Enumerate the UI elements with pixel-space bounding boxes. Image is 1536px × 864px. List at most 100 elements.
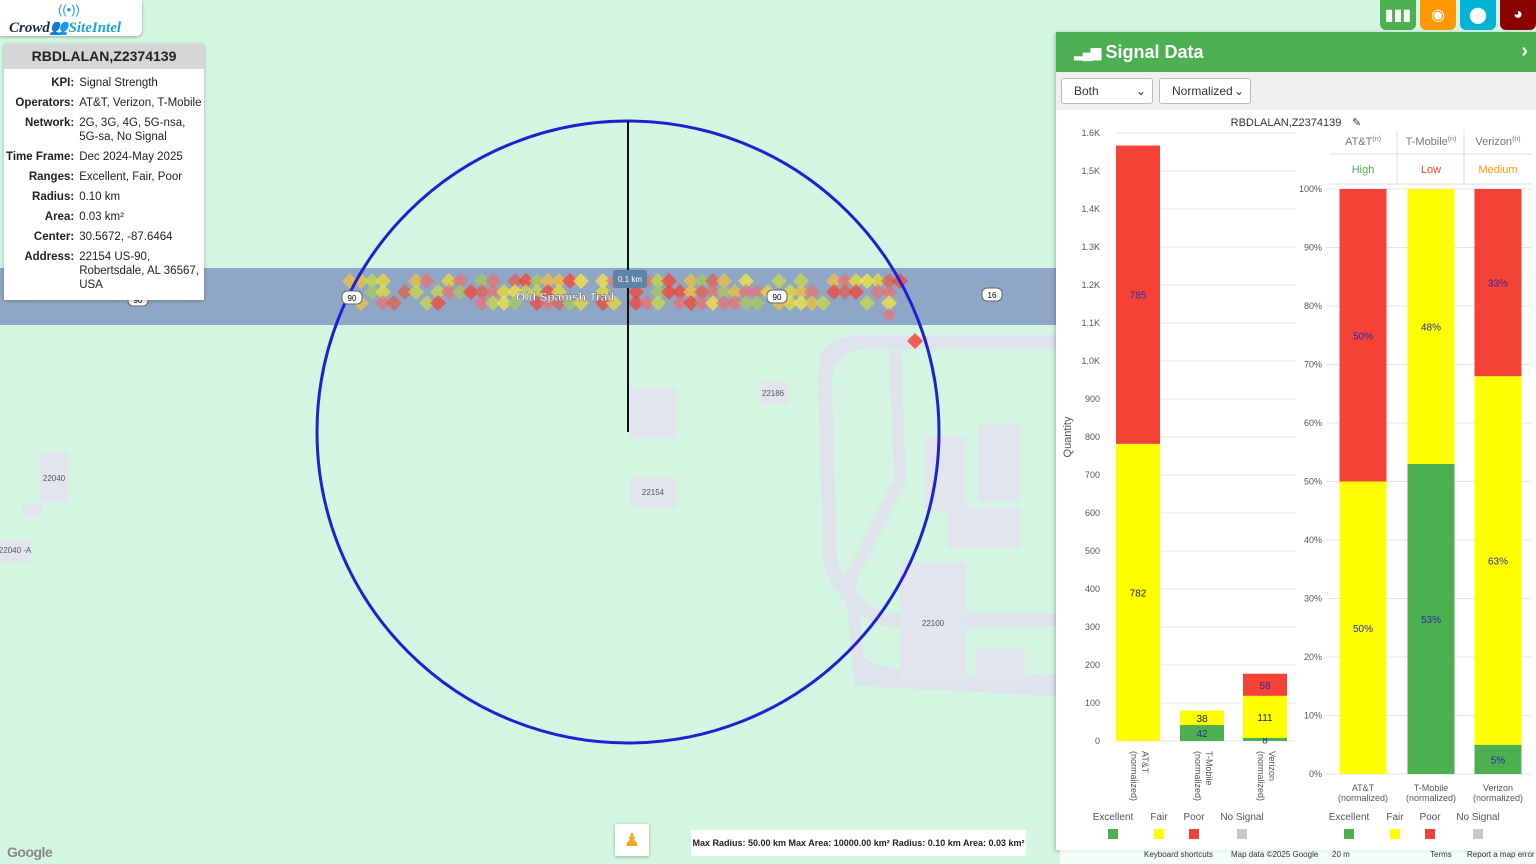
info-row-ranges: Ranges: Excellent, Fair, Poor [28, 171, 183, 183]
legend-label: Poor [1183, 812, 1205, 823]
signal-tile [595, 273, 611, 289]
legend-swatch [1425, 829, 1435, 839]
mode-select[interactable]: Both ⌄ [1061, 78, 1153, 104]
bar-value-label: 111 [1257, 713, 1273, 724]
site-info-table: KPI: Signal Strength Operators: AT&T, Veri… [4, 75, 204, 297]
signal-tile [507, 273, 523, 289]
info-row-center: Center: 30.5672, -87.6464 [33, 231, 173, 243]
signal-tile [540, 284, 556, 300]
signal-tile [419, 273, 435, 289]
bar-segment [1339, 189, 1387, 482]
collapse-panel-button[interactable]: › [1521, 40, 1528, 62]
address-label: 22040 -A [0, 546, 32, 555]
legend-label: Excellent [1093, 812, 1134, 823]
legend-label: No Signal [1220, 812, 1263, 823]
street-view-pegman[interactable]: ♟ [615, 824, 649, 856]
signal-tile [672, 284, 688, 300]
y-tick-label: 0% [1309, 769, 1322, 779]
y-tick-label: 100% [1299, 184, 1322, 194]
bar-value-label: 38 [1196, 714, 1208, 725]
signal-tile [452, 284, 468, 300]
signal-tile [375, 295, 391, 311]
scale-select[interactable]: Normalized ⌄ [1159, 78, 1251, 104]
location-button[interactable]: ⬤ [1460, 0, 1496, 30]
signal-tile [419, 295, 435, 311]
signal-tile [397, 284, 413, 300]
address-label: 22100 [922, 619, 945, 628]
signal-tile [551, 273, 567, 289]
signal-tile [738, 273, 754, 289]
signal-tile [694, 284, 710, 300]
signal-tile [882, 308, 896, 322]
legend-swatch [1189, 829, 1199, 839]
signal-tile [562, 295, 578, 311]
signal-charts: RBDLALAN,Z2374139 ✎ 0 100 200 300 400 500 600 700… [1062, 117, 1532, 839]
signal-tile [804, 295, 820, 311]
radius-label: 0.1 km [618, 275, 642, 284]
signal-tile [628, 295, 644, 311]
signal-tile [793, 284, 809, 300]
signal-tile [441, 284, 457, 300]
address-label: 22186 [762, 389, 785, 398]
signal-tile [386, 295, 402, 311]
legend-label: Excellent [1329, 812, 1370, 823]
y-tick-label: 50% [1304, 477, 1322, 487]
y-tick-label: 1.1K [1081, 318, 1100, 328]
signal-tile [650, 273, 666, 289]
keyboard-shortcuts-link[interactable]: Keyboard shortcuts [1144, 850, 1213, 859]
site-title: RBDLALAN,Z2374139 [4, 44, 204, 69]
signal-tile [529, 273, 545, 289]
address-label: 22154 [642, 488, 665, 497]
y-tick-label: 1.5K [1081, 166, 1100, 176]
legend-swatch [1390, 829, 1400, 839]
signal-tile [815, 295, 831, 311]
x-category-label: (normalized) [1256, 751, 1266, 801]
bar-segment [1116, 443, 1160, 741]
legend-swatch [1237, 829, 1247, 839]
globe-button[interactable]: ◕ [1500, 0, 1536, 30]
signal-tile [496, 295, 512, 311]
signal-tile [749, 295, 765, 311]
signal-tile [749, 284, 765, 300]
signal-tile [793, 273, 809, 289]
road-name: Old Spanish Trail [516, 290, 614, 304]
target-button[interactable]: ◉ [1420, 0, 1456, 30]
y-tick-label: 80% [1304, 301, 1322, 311]
signal-tile [716, 284, 732, 300]
signal-tile [694, 273, 710, 289]
operator-rating: Low [1421, 164, 1441, 176]
signal-tile [826, 273, 842, 289]
bar-segment [1180, 725, 1224, 741]
legend-swatch [1473, 829, 1483, 839]
y-tick-label: 1.2K [1081, 280, 1100, 290]
signal-tile [907, 333, 923, 349]
signal-tile [793, 295, 809, 311]
chart-toggle-button[interactable]: ▮▮▮ [1380, 0, 1416, 30]
signal-tile [573, 295, 589, 311]
info-row-kpi: KPI: Signal Strength [51, 77, 158, 89]
x-category-label: (normalized) [1473, 793, 1523, 803]
signal-tile [573, 273, 589, 289]
app-logo[interactable]: ((•)) Crowd👥SiteIntel [0, 0, 142, 36]
signal-tile [639, 295, 655, 311]
bar-segment [1243, 695, 1287, 738]
legend-swatch [1154, 829, 1164, 839]
signal-tile [870, 284, 886, 300]
y-tick-label: 100 [1085, 698, 1100, 708]
y-tick-label: 30% [1304, 594, 1322, 604]
signal-tile [430, 284, 446, 300]
legend-label: No Signal [1456, 812, 1499, 823]
x-category-label: Verizon [1267, 751, 1277, 781]
bar-percent-label: 63% [1488, 556, 1508, 567]
x-category-label: Verizon [1483, 783, 1513, 793]
signal-tile [705, 273, 721, 289]
bar-percent-label: 48% [1421, 322, 1441, 333]
logo-text: Crowd👥SiteIntel [9, 20, 122, 36]
signal-tile [562, 273, 578, 289]
terms-link[interactable]: Terms [1430, 850, 1452, 859]
signal-tile [705, 284, 721, 300]
report-map-error-link[interactable]: Report a map error [1467, 850, 1535, 859]
legend-swatch [1108, 829, 1118, 839]
operator-header: Verizon(n) [1475, 136, 1520, 148]
legend-label: Poor [1419, 812, 1441, 823]
